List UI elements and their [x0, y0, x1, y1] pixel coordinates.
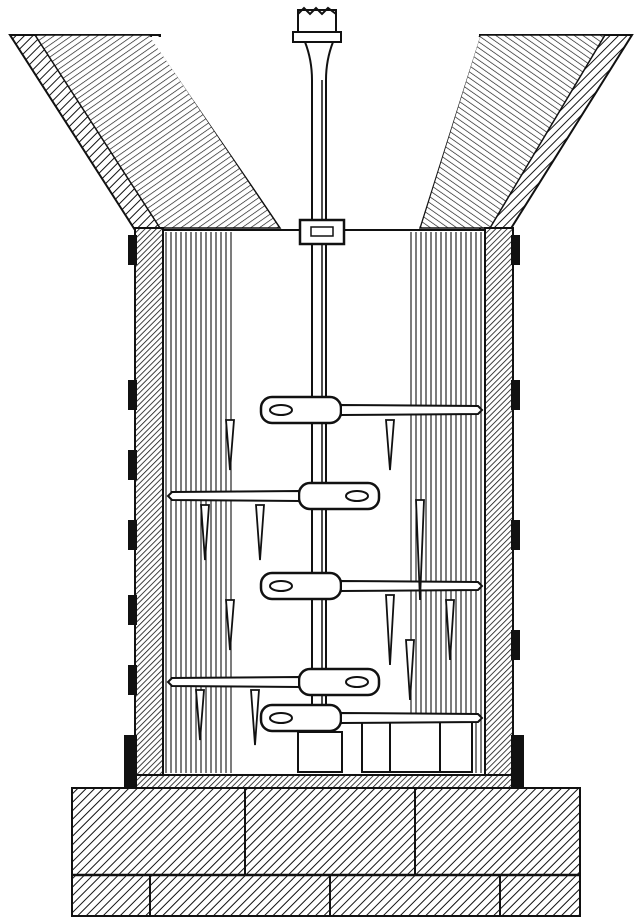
stirring-arm: [259, 571, 484, 601]
arm-blade: [340, 579, 484, 593]
band: [128, 450, 137, 480]
base-block: [71, 787, 581, 917]
wall-tooth: [250, 689, 260, 746]
band: [124, 735, 137, 787]
wall-tooth: [225, 419, 235, 471]
wall-tooth: [385, 594, 395, 666]
wall-tooth: [225, 599, 235, 651]
wall-tooth: [200, 504, 210, 561]
arm-slot: [269, 712, 293, 724]
band: [511, 520, 520, 550]
shaft-cap: [297, 9, 337, 33]
wall-tooth: [445, 599, 455, 661]
band: [511, 630, 520, 660]
wall-tooth: [405, 639, 415, 701]
shaft-bearing-slot: [310, 226, 334, 237]
exterior-bands: [124, 235, 524, 787]
band: [128, 380, 137, 410]
vessel-bottom-sill: [134, 774, 514, 790]
arm-slot: [269, 404, 293, 416]
stirring-arm: [166, 667, 381, 697]
band: [511, 735, 524, 787]
arm-blade: [340, 403, 484, 417]
shaft-cap-crown: [297, 6, 337, 16]
vessel-right-wall: [484, 227, 514, 789]
band: [128, 665, 137, 695]
band: [128, 595, 137, 625]
shaft-collar-top: [292, 31, 342, 43]
stone-base: [71, 787, 581, 917]
stirring-arm: [259, 395, 484, 425]
arm-slot: [269, 580, 293, 592]
stirring-arm: [259, 703, 484, 733]
floor-box: [361, 721, 473, 773]
fixed-teeth: [195, 419, 455, 746]
stirring-arms: [166, 395, 484, 733]
shaft-foot: [297, 731, 343, 773]
arm-slot: [345, 676, 369, 688]
arm-blade: [166, 675, 300, 689]
band: [128, 520, 137, 550]
hopper-left-inner-face: [33, 34, 282, 229]
band: [128, 235, 137, 265]
wall-tooth: [385, 419, 395, 471]
vessel-left-wall: [134, 227, 164, 789]
arm-slot: [345, 490, 369, 502]
stirring-arm: [166, 481, 381, 511]
band: [511, 380, 520, 410]
wall-tooth: [415, 499, 425, 601]
shaft-bearing: [298, 218, 346, 246]
arm-blade: [166, 489, 300, 503]
band: [511, 235, 520, 265]
wall-tooth: [255, 504, 265, 561]
arm-blade: [340, 711, 484, 725]
wall-tooth: [195, 689, 205, 741]
